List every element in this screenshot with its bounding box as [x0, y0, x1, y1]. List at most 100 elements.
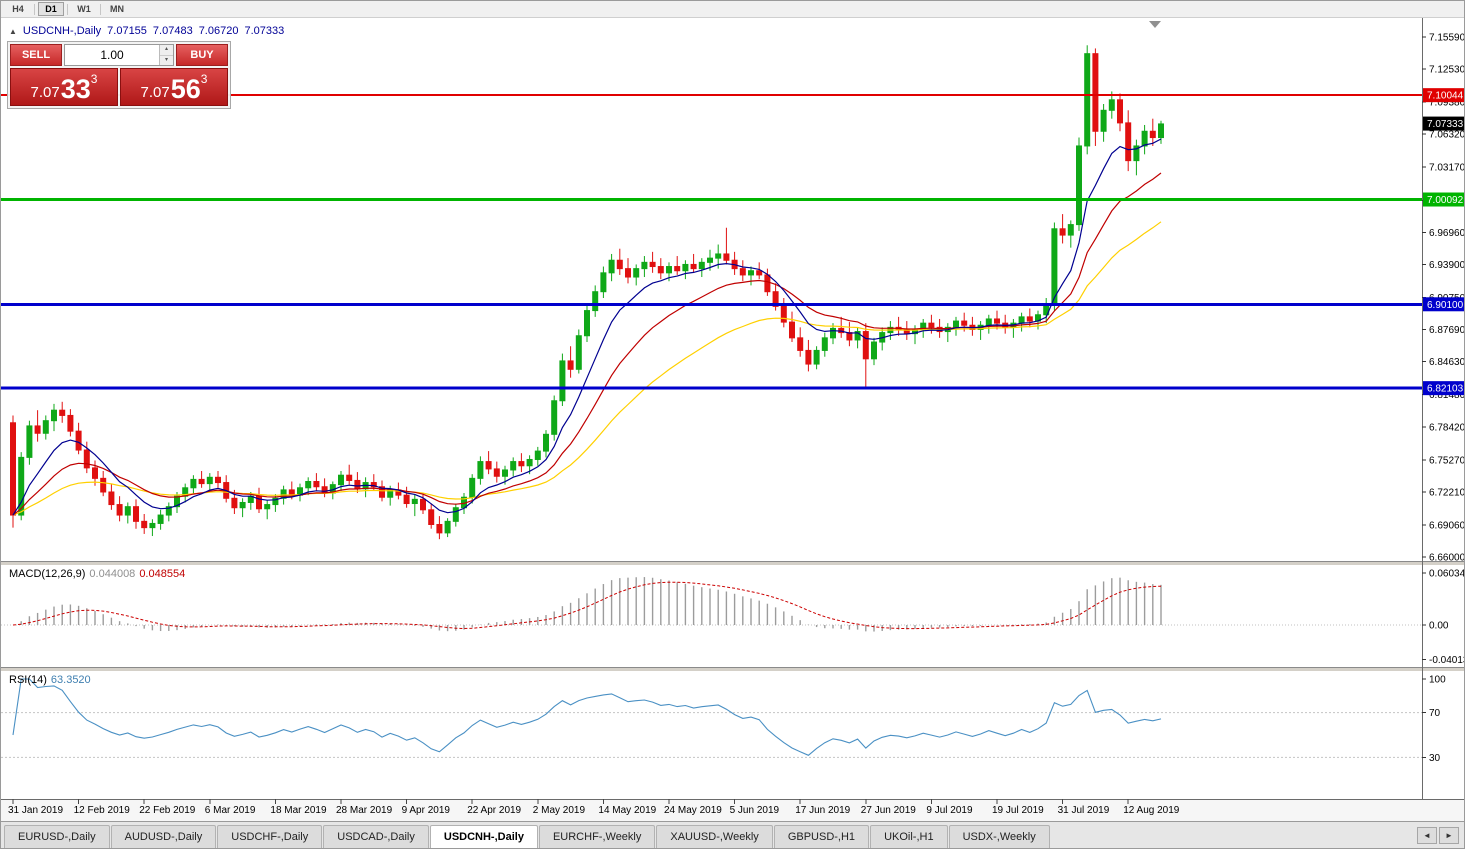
sell-button[interactable]: SELL [10, 44, 62, 66]
ma-fast-line [12, 138, 1162, 516]
chart-tab-usdcad-daily[interactable]: USDCAD-,Daily [323, 825, 429, 848]
rsi-name: RSI(14) [9, 674, 47, 686]
svg-text:17 Jun 2019: 17 Jun 2019 [795, 805, 850, 816]
svg-text:12 Feb 2019: 12 Feb 2019 [74, 805, 131, 816]
svg-text:6.96960: 6.96960 [1429, 228, 1465, 239]
ohlc-open-value: 7.07155 [107, 25, 147, 37]
svg-text:6.81480: 6.81480 [1429, 390, 1465, 401]
svg-text:31 Jul 2019: 31 Jul 2019 [1058, 805, 1110, 816]
chart-tab-usdcnh-daily[interactable]: USDCNH-,Daily [429, 825, 538, 848]
macd-indicator-label: MACD(12,26,9) 0.044008 0.048554 [9, 568, 185, 580]
svg-text:6.90100: 6.90100 [1427, 300, 1464, 311]
svg-text:14 May 2019: 14 May 2019 [598, 805, 656, 816]
svg-text:30: 30 [1429, 753, 1441, 764]
svg-text:6.75270: 6.75270 [1429, 455, 1465, 466]
chart-tab-usdchf-daily[interactable]: USDCHF-,Daily [217, 825, 323, 848]
svg-text:6.87690: 6.87690 [1429, 325, 1465, 336]
buy-button[interactable]: BUY [176, 44, 228, 66]
sell-price-main: 7.07 [30, 84, 60, 101]
chart-tab-eurusd-daily[interactable]: EURUSD-,Daily [4, 825, 110, 848]
volume-up-button[interactable]: ▴ [160, 45, 173, 56]
chart-canvas[interactable]: 7.15590 7.12530 7.09380 7.06320 7.03170 7.000… [1, 1, 1465, 823]
one-click-collapse-icon[interactable]: ▲ [9, 26, 17, 36]
pane-splitter[interactable] [1, 561, 1465, 565]
tab-scroll-controls: ◄ ► [1412, 827, 1464, 848]
date-axis[interactable] [12, 799, 1129, 804]
date-axis-strip[interactable] [1, 799, 1465, 823]
buy-price-pipette: 3 [200, 72, 208, 86]
price-level-badge [1423, 381, 1464, 396]
chart-symbol-label: USDCNH-,Daily [22, 25, 102, 37]
svg-text:18 Mar 2019: 18 Mar 2019 [270, 805, 327, 816]
volume-input[interactable]: 1.00 [100, 48, 124, 62]
chart-tab-usdx-weekly[interactable]: USDX-,Weekly [948, 825, 1050, 848]
svg-text:6 Mar 2019: 6 Mar 2019 [205, 805, 256, 816]
toolbar-separator [67, 3, 68, 15]
svg-text:9 Jul 2019: 9 Jul 2019 [926, 805, 973, 816]
svg-text:7.09380: 7.09380 [1429, 98, 1465, 109]
svg-text:0.060343: 0.060343 [1429, 569, 1465, 580]
rsi-value: 63.3520 [50, 674, 91, 686]
timeframe-button-h4[interactable]: H4 [5, 2, 31, 16]
pane-splitter[interactable] [1, 667, 1465, 671]
svg-text:6.93900: 6.93900 [1429, 260, 1465, 271]
chart-shift-marker[interactable] [1149, 21, 1161, 28]
toolbar-separator [34, 3, 35, 15]
sell-price-pips: 33 [60, 74, 91, 104]
svg-text:-0.040136: -0.040136 [1429, 655, 1465, 666]
chart-tabs: EURUSD-,Daily AUDUSD-,Daily USDCHF-,Daily U… [1, 825, 1412, 848]
toolbar-separator [100, 3, 101, 15]
svg-text:6.78420: 6.78420 [1429, 422, 1465, 433]
chart-ohlc-header: ▲ USDCNH-,Daily 7.07155 7.07483 7.06720 … [9, 25, 284, 37]
svg-text:6.82103: 6.82103 [1427, 384, 1464, 395]
buy-price-main: 7.07 [140, 84, 170, 101]
sell-price-pipette: 3 [90, 72, 98, 86]
timeframe-button-mn[interactable]: MN [104, 2, 130, 16]
chart-tab-xauusd-weekly[interactable]: XAUUSD-,Weekly [656, 825, 773, 848]
chart-tab-gbpusd-h1[interactable]: GBPUSD-,H1 [773, 825, 870, 848]
volume-down-button[interactable]: ▾ [160, 55, 173, 65]
svg-text:6.72210: 6.72210 [1429, 487, 1465, 498]
chart-tab-bar: EURUSD-,Daily AUDUSD-,Daily USDCHF-,Daily U… [1, 821, 1464, 848]
macd-name: MACD(12,26,9) [9, 568, 86, 580]
tabs-scroll-right-button[interactable]: ► [1439, 827, 1459, 844]
tabs-scroll-left-button[interactable]: ◄ [1417, 827, 1437, 844]
chart-tab-ukoil-h1[interactable]: UKOil-,H1 [870, 825, 948, 848]
svg-text:22 Apr 2019: 22 Apr 2019 [467, 805, 521, 816]
timeframe-button-d1[interactable]: D1 [38, 2, 64, 16]
svg-text:7.07333: 7.07333 [1427, 119, 1464, 130]
svg-text:6.66000: 6.66000 [1429, 553, 1465, 564]
ohlc-high-value: 7.07483 [152, 25, 193, 37]
volume-field[interactable]: 1.00 ▴ ▾ [64, 44, 174, 66]
svg-text:5 Jun 2019: 5 Jun 2019 [730, 805, 780, 816]
buy-price-display[interactable]: 7.07 56 3 [120, 68, 228, 106]
price-level-badge [1423, 192, 1464, 207]
timeframe-button-w1[interactable]: W1 [71, 2, 97, 16]
svg-text:19 Jul 2019: 19 Jul 2019 [992, 805, 1044, 816]
svg-text:0.00: 0.00 [1429, 621, 1449, 632]
chart-tab-audusd-daily[interactable]: AUDUSD-,Daily [110, 825, 217, 848]
svg-text:6.69060: 6.69060 [1429, 520, 1465, 531]
svg-text:7.03170: 7.03170 [1429, 163, 1465, 174]
macd-main-value: 0.044008 [89, 568, 136, 580]
buy-price-pips: 56 [170, 74, 201, 104]
sell-price-display[interactable]: 7.07 33 3 [10, 68, 118, 106]
svg-text:22 Feb 2019: 22 Feb 2019 [139, 805, 196, 816]
svg-text:70: 70 [1429, 708, 1441, 719]
svg-text:7.06320: 7.06320 [1429, 130, 1465, 141]
svg-text:24 May 2019: 24 May 2019 [664, 805, 722, 816]
one-click-trading-panel: SELL 1.00 ▴ ▾ BUY 7.07 33 3 7.07 56 3 [7, 41, 231, 109]
macd-histogram [20, 577, 1162, 632]
svg-text:27 Jun 2019: 27 Jun 2019 [861, 805, 916, 816]
svg-text:9 Apr 2019: 9 Apr 2019 [402, 805, 451, 816]
chart-tab-eurchf-weekly[interactable]: EURCHF-,Weekly [538, 825, 656, 848]
price-level-badge [1423, 88, 1464, 103]
svg-text:7.10044: 7.10044 [1427, 91, 1464, 102]
price-level-badge [1423, 297, 1464, 312]
svg-text:7.00092: 7.00092 [1427, 195, 1464, 206]
svg-text:100: 100 [1429, 675, 1446, 686]
svg-text:6.84630: 6.84630 [1429, 357, 1465, 368]
price-axis[interactable] [1422, 18, 1426, 799]
svg-text:31 Jan 2019: 31 Jan 2019 [8, 805, 63, 816]
